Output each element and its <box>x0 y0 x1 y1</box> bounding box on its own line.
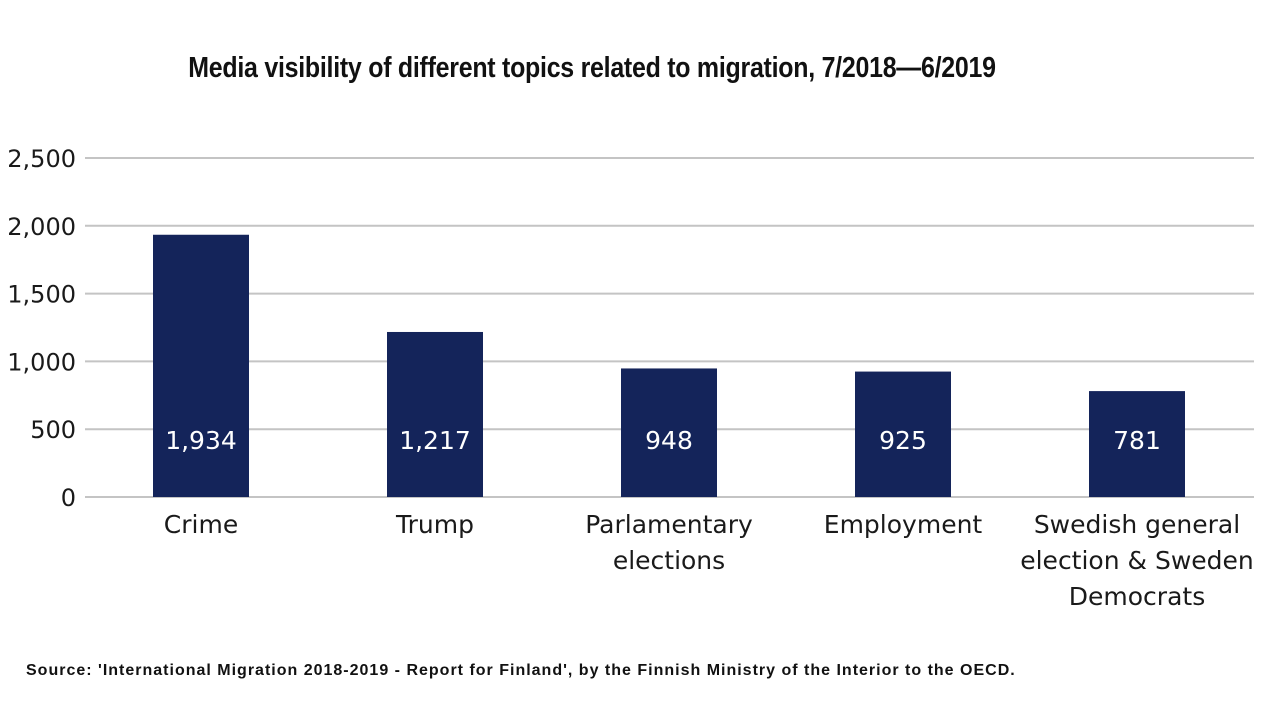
data-label: 1,217 <box>399 426 471 455</box>
y-tick-label: 2,000 <box>7 213 76 241</box>
chart-title: Media visibility of different topics rel… <box>188 52 996 84</box>
x-category-label: Parlamentary <box>585 510 753 539</box>
x-category-label: elections <box>613 546 725 575</box>
bar <box>621 368 717 497</box>
x-category-label: Democrats <box>1069 582 1205 611</box>
y-tick-label: 0 <box>61 484 76 512</box>
x-category-label: Employment <box>824 510 983 539</box>
y-tick-label: 1,000 <box>7 348 76 376</box>
y-tick-label: 1,500 <box>7 281 76 309</box>
data-label: 781 <box>1113 426 1161 455</box>
x-category-label: election & Sweden <box>1020 546 1254 575</box>
bar <box>855 371 951 497</box>
data-label: 1,934 <box>165 426 237 455</box>
bar <box>1089 391 1185 497</box>
source-note: Source: 'International Migration 2018-20… <box>26 662 1016 679</box>
x-category-label: Trump <box>395 510 474 539</box>
data-label: 925 <box>879 426 927 455</box>
y-tick-label: 500 <box>30 416 76 444</box>
y-tick-label: 2,500 <box>7 145 76 173</box>
x-category-label: Crime <box>164 510 238 539</box>
x-category-label: Swedish general <box>1034 510 1240 539</box>
data-label: 948 <box>645 426 693 455</box>
bar <box>387 331 483 497</box>
bar <box>153 234 249 497</box>
